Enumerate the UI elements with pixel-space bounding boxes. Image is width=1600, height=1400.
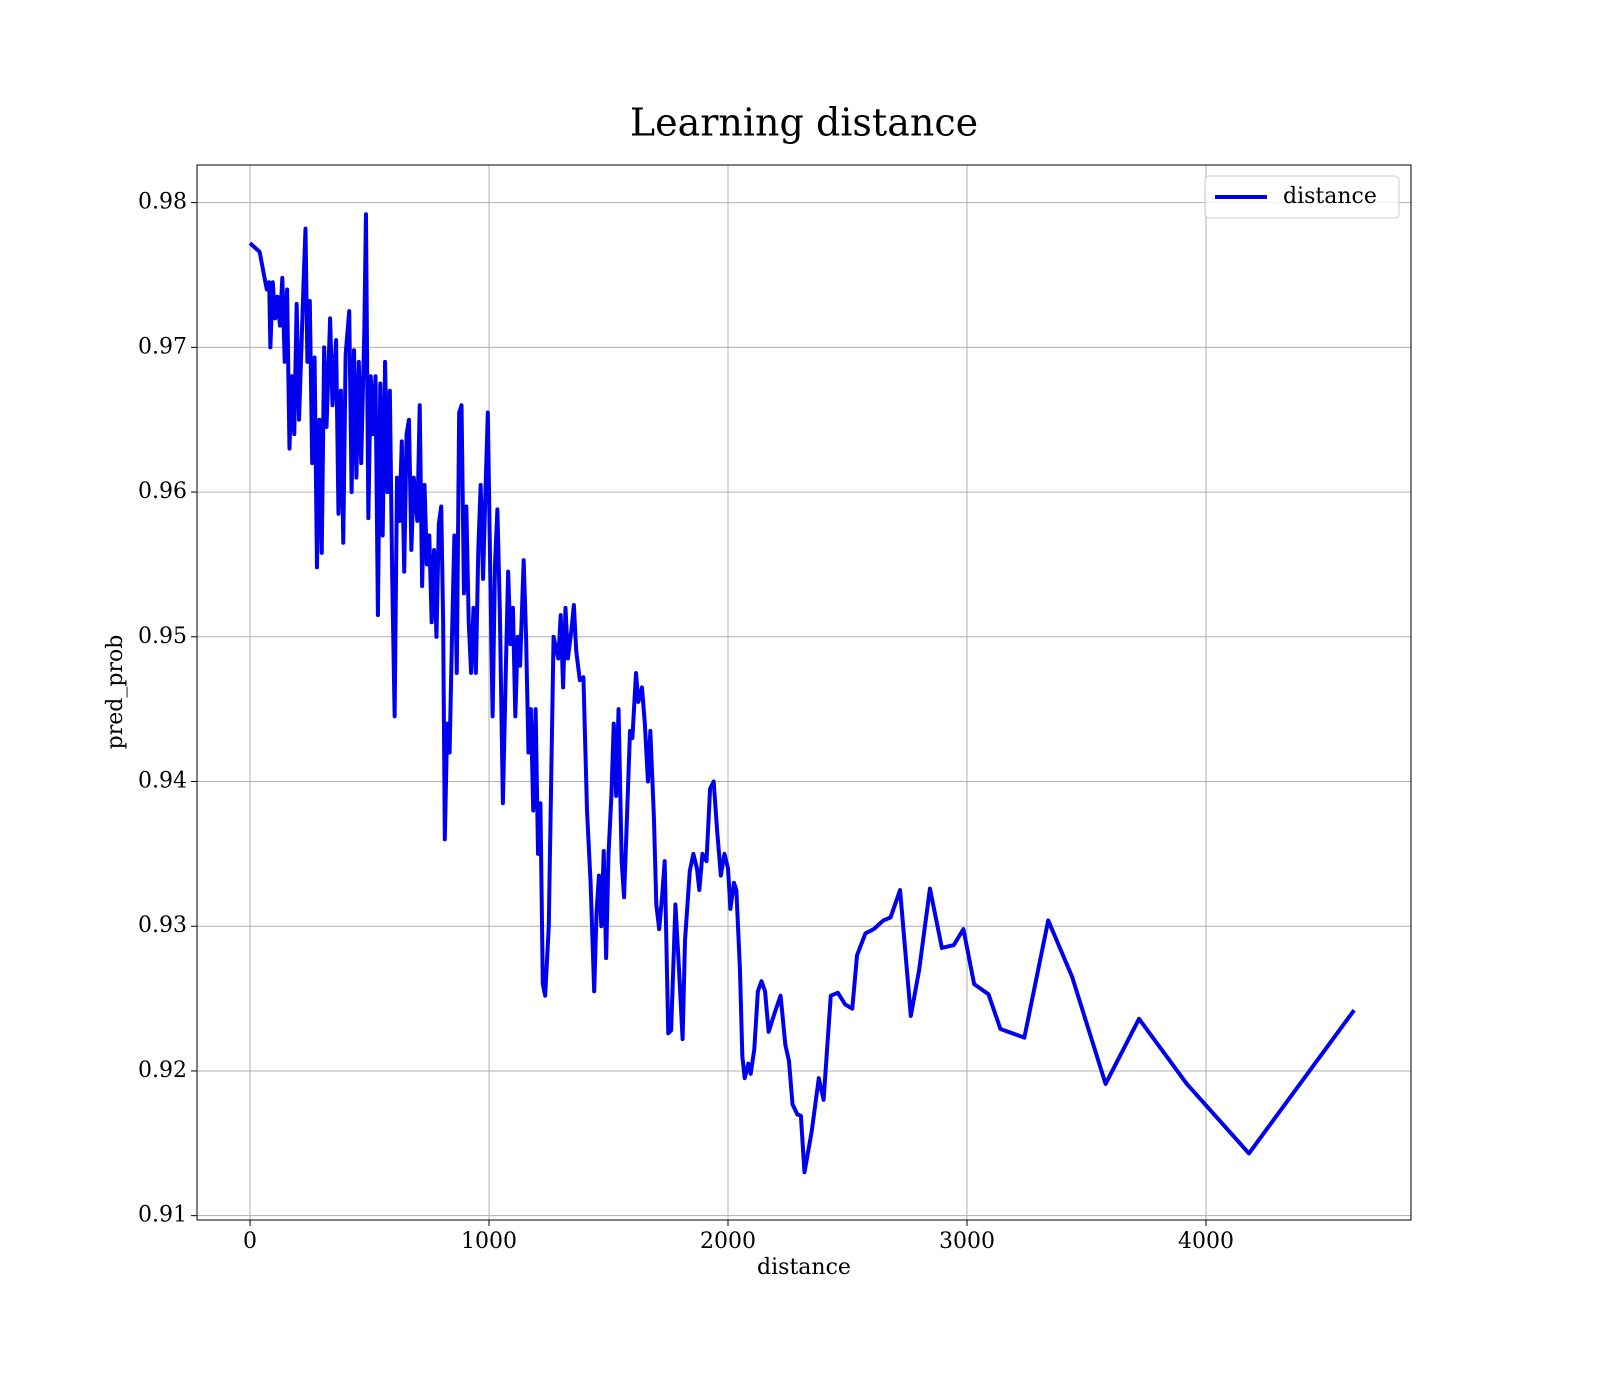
y-tick-label: 0.97 <box>138 334 187 359</box>
x-tick-label: 2000 <box>700 1229 756 1254</box>
chart-title: Learning distance <box>630 101 978 145</box>
legend: distance <box>1204 175 1400 219</box>
x-tick-label: 1000 <box>461 1229 517 1254</box>
y-tick-label: 0.92 <box>138 1058 187 1083</box>
x-tick-label: 3000 <box>939 1229 995 1254</box>
x-tick-label: 0 <box>243 1229 257 1254</box>
legend-label: distance <box>1283 184 1377 209</box>
y-tick-label: 0.98 <box>138 190 187 215</box>
x-axis-label: distance <box>757 1255 851 1280</box>
x-tick-label: 4000 <box>1178 1229 1234 1254</box>
y-axis-label: pred_prob <box>103 635 128 750</box>
legend-frame <box>1204 175 1400 219</box>
y-tick-label: 0.96 <box>138 479 187 504</box>
y-tick-label: 0.95 <box>138 624 187 649</box>
plot-frame <box>196 164 1412 1221</box>
y-tick-label: 0.91 <box>138 1203 187 1228</box>
y-tick-label: 0.94 <box>138 769 187 794</box>
data-line <box>248 212 1356 1175</box>
y-tick-label: 0.93 <box>138 913 187 938</box>
